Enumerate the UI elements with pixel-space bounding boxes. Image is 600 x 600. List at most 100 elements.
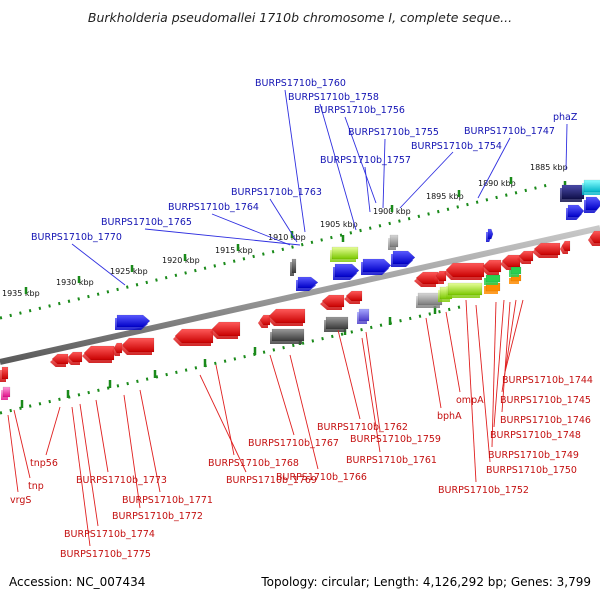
gene-feature-30 <box>518 250 534 262</box>
gene-feature-27 <box>445 262 485 278</box>
gene-feature-4 <box>297 276 319 289</box>
gene-label-bpha[interactable]: bphA <box>437 411 462 422</box>
leader-line-burps1710b-1754 <box>399 151 454 209</box>
gene-label-burps1710b-1749[interactable]: BURPS1710b_1749 <box>488 450 579 461</box>
gene-feature-31 <box>533 242 561 256</box>
leader-line-burps1710b-1749 <box>491 301 497 448</box>
gene-label-burps1710b-1763[interactable]: BURPS1710b_1763 <box>231 187 322 198</box>
leader-line-burps1710b-1747 <box>477 137 511 199</box>
leader-line-burps1710b-1764 <box>211 213 291 246</box>
gene-label-phaz[interactable]: phaZ <box>553 112 578 123</box>
leader-line-burps1710b-1769 <box>199 374 247 473</box>
gene-label-burps1710b-1748[interactable]: BURPS1710b_1748 <box>490 430 581 441</box>
leader-line-burps1710b-1772 <box>123 394 141 509</box>
gene-label-burps1710b-1755[interactable]: BURPS1710b_1755 <box>348 127 439 138</box>
label-leader-lines <box>7 89 568 547</box>
gene-label-burps1710b-1771[interactable]: BURPS1710b_1771 <box>122 495 213 506</box>
gene-feature-21 <box>259 314 271 326</box>
gene-label-tnp56[interactable]: tnp56 <box>30 458 58 469</box>
gene-feature-15 <box>67 351 83 363</box>
gene-label-burps1710b-1744[interactable]: BURPS1710b_1744 <box>502 375 593 386</box>
gene-feature-25 <box>415 271 439 285</box>
leader-line-tnp <box>13 409 31 479</box>
gene-label-burps1710b-1757[interactable]: BURPS1710b_1757 <box>320 155 411 166</box>
leader-line-burps1710b-1748 <box>493 299 505 428</box>
leader-line-vrgs <box>7 414 19 493</box>
gene-feature-36 <box>358 308 370 322</box>
leader-line-burps1710b-1770 <box>71 243 126 286</box>
gene-label-tnp[interactable]: tnp <box>28 481 44 492</box>
gene-label-burps1710b-1746[interactable]: BURPS1710b_1746 <box>500 415 591 426</box>
gene-label-burps1710b-1759[interactable]: BURPS1710b_1759 <box>350 434 441 445</box>
outer-tick-track <box>0 183 549 320</box>
gene-label-burps1710b-1775[interactable]: BURPS1710b_1775 <box>60 549 151 560</box>
gene-feature-10 <box>389 234 399 248</box>
leader-line-burps1710b-1756 <box>344 116 377 204</box>
gene-feature-8 <box>561 184 585 200</box>
leader-line-burps1710b-1774 <box>79 403 99 527</box>
leader-line-tnp56 <box>45 406 61 456</box>
leader-line-burps1710b-1760 <box>284 89 306 233</box>
gene-label-burps1710b-1756[interactable]: BURPS1710b_1756 <box>314 105 405 116</box>
gene-label-burps1710b-1767[interactable]: BURPS1710b_1767 <box>248 438 339 449</box>
gene-feature-1 <box>334 263 360 278</box>
gene-label-burps1710b-1752[interactable]: BURPS1710b_1752 <box>438 485 529 496</box>
leader-line-burps1710b-1759 <box>365 331 381 432</box>
gene-feature-12 <box>487 228 494 240</box>
gene-label-burps1710b-1766[interactable]: BURPS1710b_1766 <box>276 472 367 483</box>
gene-label-burps1710b-1765[interactable]: BURPS1710b_1765 <box>101 217 192 228</box>
gene-label-burps1710b-1747[interactable]: BURPS1710b_1747 <box>464 126 555 137</box>
map-title: Burkholderia pseudomallei 1710b chromoso… <box>87 10 513 25</box>
gene-label-burps1710b-1764[interactable]: BURPS1710b_1764 <box>168 202 259 213</box>
gene-label-burps1710b-1769[interactable]: BURPS1710b_1769 <box>226 475 317 486</box>
leader-line-burps1710b-1771 <box>139 389 161 493</box>
gene-feature-11 <box>291 258 297 274</box>
gene-feature-43 <box>510 266 522 275</box>
kbp-tick-label-1930-kbp: 1930 kbp <box>56 278 94 287</box>
leader-line-burps1710b-1757 <box>364 166 371 213</box>
gene-labels: phaZBURPS1710b_1747BURPS1710b_1754BURPS1… <box>10 78 593 560</box>
leader-line-burps1710b-1767 <box>269 354 295 436</box>
gene-label-burps1710b-1772[interactable]: BURPS1710b_1772 <box>112 511 203 522</box>
gene-label-burps1710b-1773[interactable]: BURPS1710b_1773 <box>76 475 167 486</box>
gene-label-ompa[interactable]: ompA <box>456 395 484 406</box>
leader-line-burps1710b-1763 <box>269 198 298 243</box>
gene-label-burps1710b-1750[interactable]: BURPS1710b_1750 <box>486 465 577 476</box>
gene-feature-35 <box>325 316 349 330</box>
accession-text: Accession: NC_007434 <box>9 575 146 589</box>
gene-feature-9 <box>583 179 600 193</box>
gene-feature-23 <box>321 294 345 308</box>
gene-label-vrgs[interactable]: vrgS <box>10 495 31 506</box>
leader-line-ompa <box>445 311 461 393</box>
gene-feature-20 <box>211 321 241 337</box>
kbp-tick-label-1890-kbp: 1890 kbp <box>478 179 516 188</box>
gene-feature-16 <box>83 345 115 361</box>
gene-label-burps1710b-1754[interactable]: BURPS1710b_1754 <box>411 141 502 152</box>
gene-feature-39 <box>447 282 483 296</box>
leader-line-bpha <box>425 317 442 409</box>
leader-line-burps1710b-1775 <box>71 406 91 547</box>
kbp-tick-label-1885-kbp: 1885 kbp <box>530 163 568 172</box>
gene-label-burps1710b-1758[interactable]: BURPS1710b_1758 <box>288 92 379 103</box>
gene-feature-5 <box>567 204 585 218</box>
kbp-tick-label-1905-kbp: 1905 kbp <box>320 220 358 229</box>
gene-label-burps1710b-1745[interactable]: BURPS1710b_1745 <box>500 395 591 406</box>
leader-line-burps1710b-1746 <box>501 301 511 413</box>
kbp-tick-label-1935-kbp: 1935 kbp <box>2 289 40 298</box>
gene-label-burps1710b-1770[interactable]: BURPS1710b_1770 <box>31 232 122 243</box>
leader-line-burps1710b-1755 <box>382 138 386 209</box>
leader-line-burps1710b-1744 <box>504 299 524 373</box>
leader-line-burps1710b-1752 <box>465 299 477 483</box>
gene-label-burps1710b-1760[interactable]: BURPS1710b_1760 <box>255 78 346 89</box>
gene-feature-41 <box>485 274 501 283</box>
gene-feature-18 <box>121 337 155 353</box>
gene-label-burps1710b-1768[interactable]: BURPS1710b_1768 <box>208 458 299 469</box>
gene-label-burps1710b-1762[interactable]: BURPS1710b_1762 <box>317 422 408 433</box>
gene-feature-13 <box>1 366 9 380</box>
gene-label-burps1710b-1761[interactable]: BURPS1710b_1761 <box>346 455 437 466</box>
gene-feature-26 <box>435 270 447 282</box>
gene-feature-34 <box>271 328 305 342</box>
leader-line-burps1710b-1766 <box>289 354 319 470</box>
gene-label-burps1710b-1774[interactable]: BURPS1710b_1774 <box>64 529 155 540</box>
